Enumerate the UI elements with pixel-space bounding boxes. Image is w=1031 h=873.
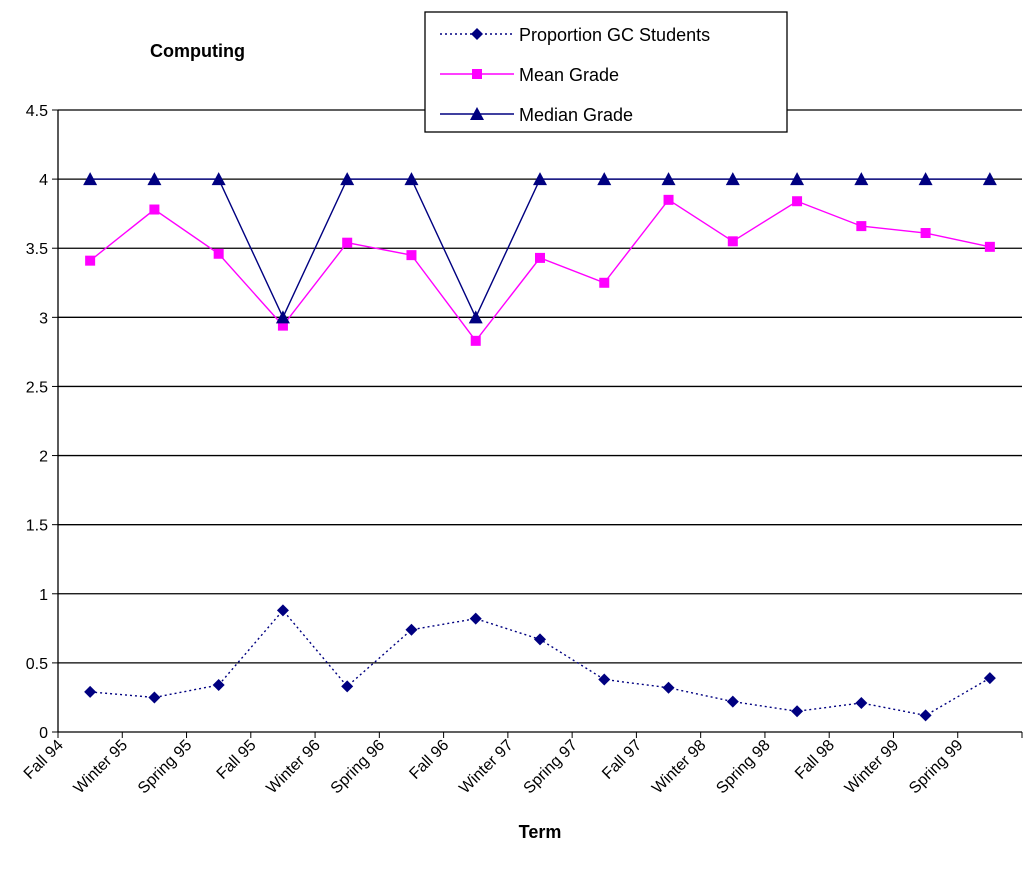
median-grade-marker: [147, 172, 162, 186]
proportion-gc-students-marker: [983, 672, 996, 685]
x-tick-label: Fall 96: [406, 737, 452, 783]
x-tick-label: Winter 99: [842, 737, 903, 798]
x-tick-label: Winter 98: [649, 737, 710, 798]
median-grade-marker: [597, 172, 612, 186]
mean-grade-marker: [470, 335, 481, 346]
proportion-gc-students-marker: [469, 612, 482, 625]
gridlines: [58, 109, 1022, 664]
mean-grade-marker: [856, 221, 867, 232]
legend-label-median-grade: Median Grade: [519, 105, 633, 125]
proportion-gc-students-marker: [84, 685, 97, 698]
legend-marker-proportion-gc-students: [471, 28, 483, 40]
x-tick-label: Fall 94: [21, 737, 67, 783]
y-tick-label: 1: [39, 587, 48, 604]
y-tick-label: 3.5: [26, 241, 48, 258]
y-tick-label: 2.5: [26, 379, 48, 396]
median-grade-marker: [404, 172, 419, 186]
median-grade-marker: [83, 172, 98, 186]
proportion-gc-students-marker: [855, 696, 868, 709]
mean-grade-marker: [277, 320, 288, 331]
x-tick-label: Spring 98: [713, 737, 774, 798]
chart-title: Computing: [150, 41, 245, 61]
x-tick-label: Fall 97: [599, 737, 645, 783]
x-tick-label: Winter 95: [71, 737, 132, 798]
y-tick-label: 1.5: [26, 518, 48, 535]
median-grade-marker: [661, 172, 676, 186]
mean-grade-marker: [85, 255, 96, 266]
proportion-gc-students-marker: [341, 680, 354, 693]
median-grade-marker: [790, 172, 805, 186]
mean-grade-marker: [663, 194, 674, 205]
x-tick-label: Winter 97: [456, 737, 517, 798]
y-tick-label: 0.5: [26, 656, 48, 673]
mean-grade-marker: [727, 236, 738, 247]
y-tick-label: 0: [39, 725, 48, 742]
median-grade-marker: [211, 172, 226, 186]
proportion-gc-students-marker: [919, 709, 932, 722]
y-tick-label: 4.5: [26, 103, 48, 120]
median-grade-marker: [918, 172, 933, 186]
proportion-gc-students-marker: [598, 673, 611, 686]
mean-grade-marker: [406, 250, 417, 261]
proportion-gc-students-marker: [534, 633, 546, 646]
x-tick-label: Winter 96: [263, 737, 324, 798]
mean-grade-marker: [535, 252, 545, 263]
x-tick-label: Spring 95: [135, 737, 196, 798]
proportion-gc-students-marker: [791, 705, 804, 718]
mean-grade-marker: [599, 277, 610, 288]
mean-grade-marker: [792, 196, 803, 207]
proportion-gc-students-marker: [726, 695, 739, 708]
legend-marker-mean-grade: [472, 69, 482, 79]
mean-grade-marker: [342, 237, 353, 248]
x-tick-label: Spring 96: [328, 737, 389, 798]
proportion-gc-students-marker: [276, 604, 289, 617]
series-markers: [83, 172, 997, 722]
y-tick-label: 3: [39, 310, 48, 327]
legend-label-proportion-gc-students: Proportion GC Students: [519, 25, 710, 45]
legend: Proportion GC Students Mean Grade Median G…: [424, 11, 788, 133]
median-grade-marker: [275, 310, 290, 324]
y-tick-label: 2: [39, 449, 48, 466]
median-grade-marker: [340, 172, 355, 186]
proportion-gc-students-marker: [212, 679, 225, 692]
median-grade-marker: [982, 172, 997, 186]
median-grade-marker: [468, 310, 483, 324]
x-tick-label: Fall 98: [792, 737, 838, 783]
mean-grade-marker: [920, 228, 931, 239]
mean-grade-line: [89, 198, 991, 342]
x-tick-label: Fall 95: [214, 737, 260, 783]
legend-label-mean-grade: Mean Grade: [519, 65, 619, 85]
mean-grade-marker: [213, 248, 224, 259]
legend-box: [424, 11, 788, 133]
x-tick-label: Spring 99: [906, 737, 967, 798]
median-grade-marker: [533, 172, 547, 186]
x-axis-label: Term: [519, 822, 562, 842]
median-grade-marker: [854, 172, 869, 186]
proportion-gc-students-marker: [662, 681, 675, 694]
mean-grade-marker: [149, 204, 160, 215]
proportion-gc-students-marker: [148, 691, 161, 704]
mean-grade-marker: [984, 241, 995, 252]
legend-marker-median-grade: [470, 107, 484, 120]
proportion-gc-students-marker: [405, 623, 418, 636]
median-grade-marker: [725, 172, 740, 186]
y-tick-label: 4: [39, 172, 48, 189]
x-tick-label: Spring 97: [521, 737, 582, 798]
